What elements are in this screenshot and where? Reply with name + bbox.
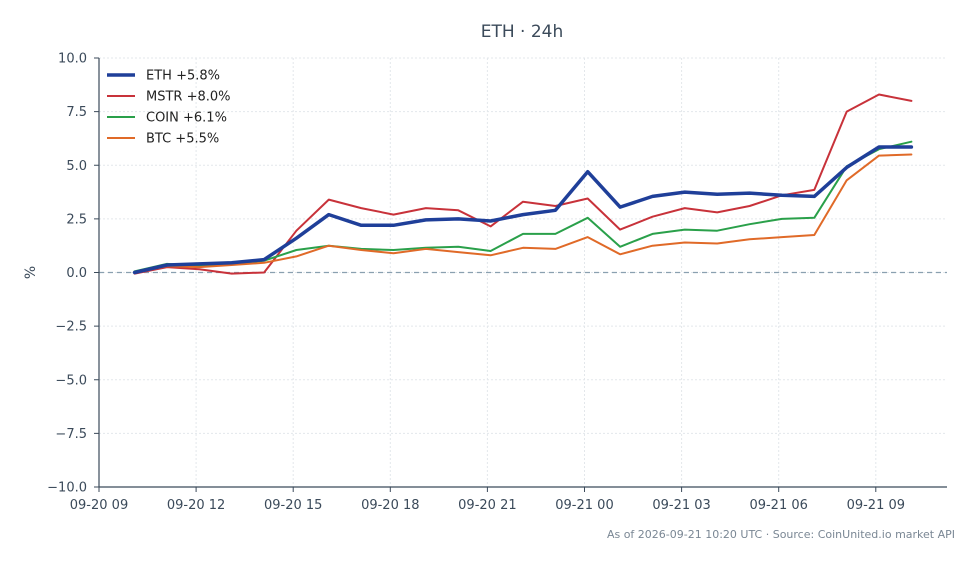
x-tick-label: 09-20 21 [458,498,516,513]
y-tick-label: −10.0 [47,481,87,496]
legend-label: BTC +5.5% [146,132,219,147]
legend-label: ETH +5.8% [146,69,220,84]
y-tick-label: 7.5 [66,105,87,120]
series-line-2 [133,140,913,273]
series-lines [132,93,914,275]
series-line-0 [132,145,914,275]
source-footer: As of 2026-09-21 10:20 UTC · Source: Coi… [607,528,955,541]
y-tick-label: 2.5 [66,212,87,227]
chart-title: ETH · 24h [481,22,564,42]
x-tick-label: 09-21 09 [847,498,905,513]
x-tick-label: 09-20 09 [70,498,128,513]
x-tick-label: 09-21 00 [555,498,613,513]
y-tick-label: −7.5 [55,427,87,442]
x-ticks: 09-20 09 09-20 12 09-20 15 09-20 18 09-20 21… [70,487,905,513]
x-tick-label: 09-21 06 [749,498,807,513]
y-ticks: 10.0 7.5 5.0 2.5 0.0 −2.5 −5.0 −7.5 −10.0 [47,52,99,496]
y-tick-label: −2.5 [55,320,87,335]
y-tick-label: −5.0 [55,373,87,388]
x-tick-label: 09-20 18 [361,498,419,513]
series-line-3 [133,153,913,274]
legend-label: COIN +6.1% [146,111,227,126]
x-tick-label: 09-20 12 [167,498,225,513]
series-line-1 [133,93,913,275]
x-tick-label: 09-20 15 [264,498,322,513]
y-tick-label: 0.0 [66,266,87,281]
y-axis-label: % [23,266,39,279]
legend: ETH +5.8% MSTR +8.0% COIN +6.1% BTC +5.5% [107,69,231,147]
legend-label: MSTR +8.0% [146,90,231,105]
y-tick-label: 10.0 [58,52,87,67]
x-tick-label: 09-21 03 [652,498,710,513]
y-tick-label: 5.0 [66,159,87,174]
